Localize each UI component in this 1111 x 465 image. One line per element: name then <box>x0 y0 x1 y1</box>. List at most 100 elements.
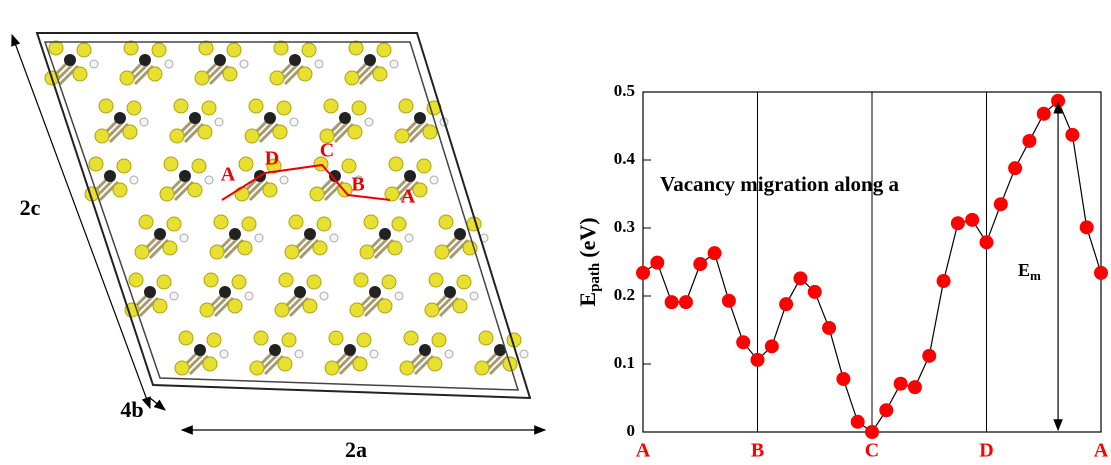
sulfur-atom <box>439 215 453 229</box>
sulfur-atom <box>124 41 138 55</box>
sulfur-atom <box>73 67 87 81</box>
y-tick-label: 0.4 <box>614 149 636 168</box>
molecule <box>210 215 263 259</box>
x-tick-label: A <box>1094 440 1109 462</box>
sulfur-atom <box>277 101 291 115</box>
carbon-atom <box>229 228 241 240</box>
hydrogen-atom <box>315 60 323 68</box>
sulfur-atom <box>223 67 237 81</box>
annotation: Em <box>1018 260 1041 283</box>
sulfur-atom <box>399 99 413 113</box>
hydrogen-atom <box>330 234 338 242</box>
sulfur-atom <box>160 187 174 201</box>
hydrogen-atom <box>130 176 138 184</box>
carbon-atom <box>304 228 316 240</box>
hydrogen-atom <box>370 350 378 358</box>
sulfur-atom <box>77 43 91 57</box>
data-point <box>693 257 707 271</box>
sulfur-atom <box>395 129 409 143</box>
data-point <box>836 372 850 386</box>
sulfur-atom <box>298 67 312 81</box>
y-tick-label: 0.3 <box>614 217 635 236</box>
hydrogen-atom <box>430 176 438 184</box>
c-axis-arrow <box>12 35 150 408</box>
sulfur-atom <box>207 333 221 347</box>
sulfur-atom <box>307 275 321 289</box>
hydrogen-atom <box>215 118 223 126</box>
carbon-atom <box>414 112 426 124</box>
hydrogen-atom <box>170 292 178 300</box>
sulfur-atom <box>357 333 371 347</box>
carbon-atom <box>139 54 151 66</box>
carbon-atom <box>64 54 76 66</box>
sulfur-atom <box>282 333 296 347</box>
sulfur-atom <box>238 241 252 255</box>
data-point <box>922 349 936 363</box>
sulfur-atom <box>188 183 202 197</box>
molecule <box>350 273 403 317</box>
data-point <box>908 380 922 394</box>
molecule <box>175 331 228 375</box>
sulfur-atom <box>163 241 177 255</box>
sulfur-atom <box>120 71 134 85</box>
sulfur-atom <box>373 67 387 81</box>
sulfur-atom <box>317 217 331 231</box>
sulfur-atom <box>227 43 241 57</box>
y-tick-label: 0 <box>627 421 636 440</box>
data-point <box>808 285 822 299</box>
sulfur-atom <box>203 357 217 371</box>
crystal-structure: 2c 4b 2a A D C B A <box>12 33 545 462</box>
molecule <box>135 215 188 259</box>
hydrogen-atom <box>140 118 148 126</box>
hydrogen-atom <box>320 292 328 300</box>
carbon-atom <box>379 228 391 240</box>
sulfur-atom <box>429 273 443 287</box>
y-label-unit: (eV) <box>575 217 600 257</box>
chart-title: Vacancy migration along a <box>660 172 899 196</box>
sulfur-atom <box>453 299 467 313</box>
sulfur-atom <box>148 67 162 81</box>
sulfur-atom <box>457 275 471 289</box>
hydrogen-atom <box>445 350 453 358</box>
y-axis-label: Epath(eV) <box>575 217 603 306</box>
sulfur-atom <box>89 157 103 171</box>
sulfur-atom <box>135 245 149 259</box>
sulfur-atom <box>389 157 403 171</box>
sulfur-atom <box>392 217 406 231</box>
data-point <box>1022 134 1036 148</box>
carbon-atom <box>269 344 281 356</box>
sulfur-atom <box>152 43 166 57</box>
data-point <box>636 266 650 280</box>
sulfur-atom <box>228 299 242 313</box>
carbon-atom <box>154 228 166 240</box>
x-tick-label: A <box>636 440 651 462</box>
sulfur-atom <box>199 41 213 55</box>
carbon-atom <box>179 170 191 182</box>
carbon-atom <box>369 286 381 298</box>
sulfur-atom <box>195 71 209 85</box>
sulfur-atom <box>275 303 289 317</box>
sulfur-atom <box>432 333 446 347</box>
molecule <box>400 331 453 375</box>
path-label: A <box>221 164 236 186</box>
sulfur-atom <box>400 361 414 375</box>
molecule <box>250 331 303 375</box>
sulfur-atom <box>360 245 374 259</box>
sulfur-atom <box>198 125 212 139</box>
data-point <box>722 294 736 308</box>
sulfur-atom <box>475 361 489 375</box>
sulfur-atom <box>329 331 343 345</box>
sulfur-atom <box>352 101 366 115</box>
sulfur-atom <box>303 299 317 313</box>
annotation-main: E <box>1018 260 1030 280</box>
sulfur-atom <box>479 331 493 345</box>
data-point <box>650 256 664 270</box>
y-label-main: E <box>575 292 600 307</box>
sulfur-atom <box>279 273 293 287</box>
data-point <box>994 197 1008 211</box>
carbon-atom <box>294 286 306 298</box>
sulfur-atom <box>350 303 364 317</box>
sulfur-atom <box>174 99 188 113</box>
sulfur-atom <box>342 159 356 173</box>
axis-label: 2a <box>345 437 367 462</box>
